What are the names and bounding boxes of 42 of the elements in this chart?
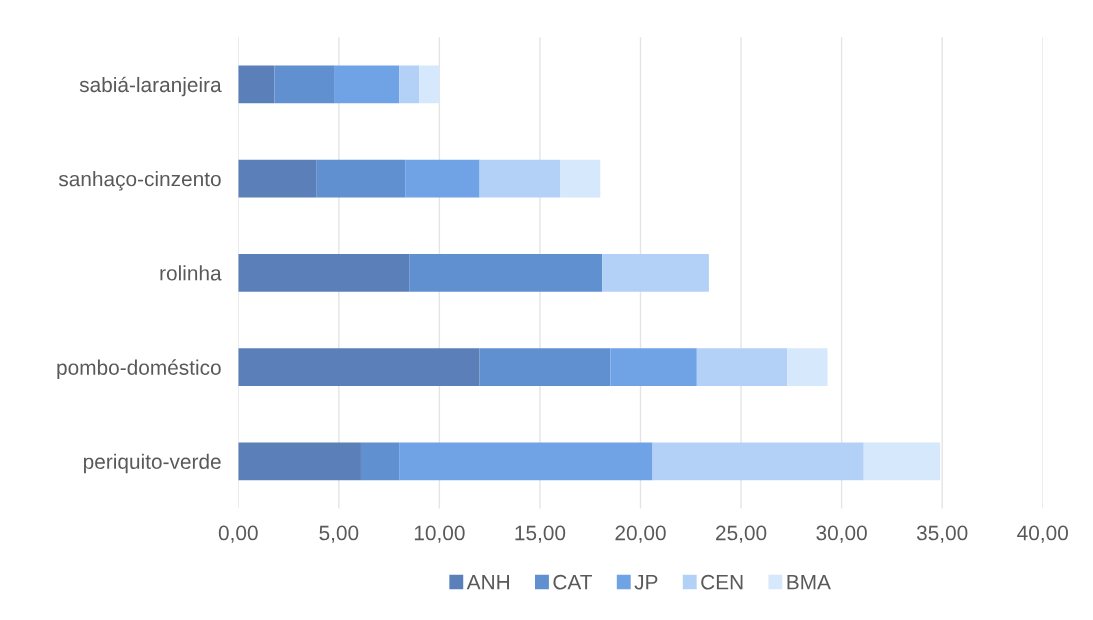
bar [560, 159, 601, 198]
legend-label: ANH [466, 575, 509, 590]
y-tick-label: pombo-doméstico [57, 359, 221, 380]
x-tick-label: 20,00 [615, 525, 666, 543]
legend-label: JP [634, 575, 658, 590]
x-tick-label: 30,00 [816, 525, 867, 543]
bar [399, 442, 653, 481]
bar [316, 159, 406, 198]
bar [652, 442, 864, 481]
y-tick-label: sabiá-laranjeira [79, 76, 222, 97]
y-tick-label: periquito-verde [84, 453, 221, 474]
bar [610, 348, 697, 386]
bar [238, 159, 317, 198]
bar [696, 348, 788, 386]
bar [787, 348, 828, 386]
bar [479, 348, 611, 386]
bar [238, 65, 275, 104]
x-tick-label: 0,00 [218, 525, 258, 543]
bar [274, 65, 335, 104]
x-tick-label: 40,00 [1017, 525, 1068, 543]
x-tick-label: 5,00 [319, 525, 359, 543]
bar [238, 348, 480, 386]
legend-label: CEN [701, 574, 743, 590]
x-tick-label: 10,00 [414, 525, 465, 543]
x-tick-label: 25,00 [716, 525, 767, 543]
bar [238, 442, 361, 481]
x-tick-label: 15,00 [515, 525, 566, 543]
bar [360, 442, 400, 481]
bar [334, 65, 400, 104]
y-tick-label: rolinha [160, 265, 222, 281]
bar [863, 442, 941, 481]
x-tick-label: 35,00 [916, 525, 968, 543]
legend-label: BMA [787, 575, 831, 590]
legend-label: CAT [553, 574, 593, 590]
bar [602, 253, 709, 292]
y-tick-label: sanhaço-cinzento [58, 171, 221, 191]
bar [399, 65, 420, 104]
bar [238, 253, 410, 292]
bar [409, 253, 603, 292]
bar [405, 159, 480, 198]
bar [479, 159, 561, 198]
bar [419, 65, 440, 104]
